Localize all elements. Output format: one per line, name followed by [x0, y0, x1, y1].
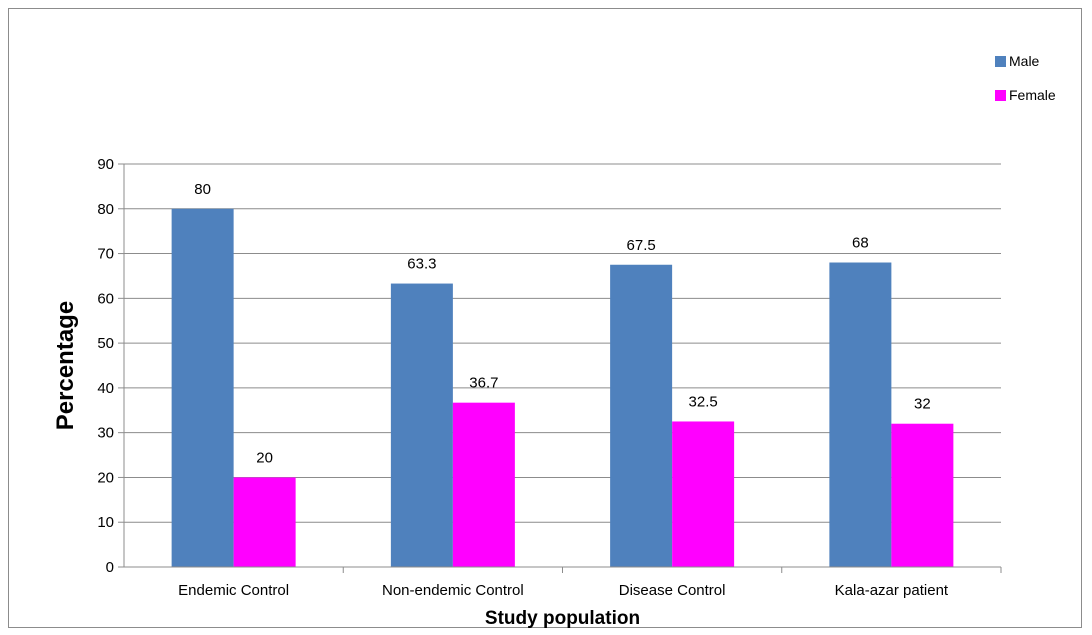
x-tick-label: Endemic Control — [178, 582, 289, 599]
data-label: 20 — [256, 449, 273, 466]
data-label: 32.5 — [689, 393, 718, 410]
bar-male — [390, 283, 453, 567]
y-tick-label: 90 — [97, 156, 114, 173]
x-tick-label: Disease Control — [619, 582, 726, 599]
data-label: 63.3 — [407, 256, 436, 273]
y-tick-label: 30 — [97, 425, 114, 442]
legend-label: Male — [1009, 53, 1040, 69]
bar-male — [610, 264, 673, 567]
legend-swatch-female — [995, 90, 1006, 101]
legend-label: Female — [1009, 87, 1056, 103]
data-label: 68 — [852, 235, 869, 252]
data-label: 32 — [914, 396, 931, 413]
bar-female — [452, 402, 515, 567]
bar-female — [233, 477, 296, 567]
data-label: 80 — [194, 181, 211, 198]
data-labels: 80 20 63.3 36.7 67.5 32.5 68 32 — [194, 181, 930, 467]
bars — [171, 208, 954, 567]
bar-female — [891, 423, 954, 567]
y-tick-label: 70 — [97, 246, 114, 263]
x-axis-title: Study population — [485, 608, 640, 629]
chart-frame: 0 10 20 30 40 50 60 70 80 90 Endemic Control Non-en… — [8, 8, 1082, 629]
y-axis-title: Percentage — [52, 301, 79, 430]
bar-male — [171, 208, 234, 567]
y-tick-label: 0 — [106, 559, 114, 576]
data-label: 67.5 — [627, 237, 656, 254]
bar-female — [672, 421, 735, 567]
axes: 0 10 20 30 40 50 60 70 80 90 Endemic Control Non-en… — [97, 156, 1002, 599]
legend: Male Female — [995, 53, 1056, 103]
y-tick-label: 40 — [97, 380, 114, 397]
y-tick-label: 20 — [97, 469, 114, 486]
data-label: 36.7 — [469, 375, 498, 392]
y-tick-label: 10 — [97, 514, 114, 531]
y-tick-label: 50 — [97, 335, 114, 352]
x-tick-label: Kala-azar patient — [835, 582, 949, 599]
legend-swatch-male — [995, 56, 1006, 67]
bar-chart: 0 10 20 30 40 50 60 70 80 90 Endemic Control Non-en… — [52, 53, 1056, 629]
y-tick-label: 80 — [97, 201, 114, 218]
y-tick-label: 60 — [97, 290, 114, 307]
x-tick-label: Non-endemic Control — [382, 582, 524, 599]
bar-male — [829, 262, 892, 567]
